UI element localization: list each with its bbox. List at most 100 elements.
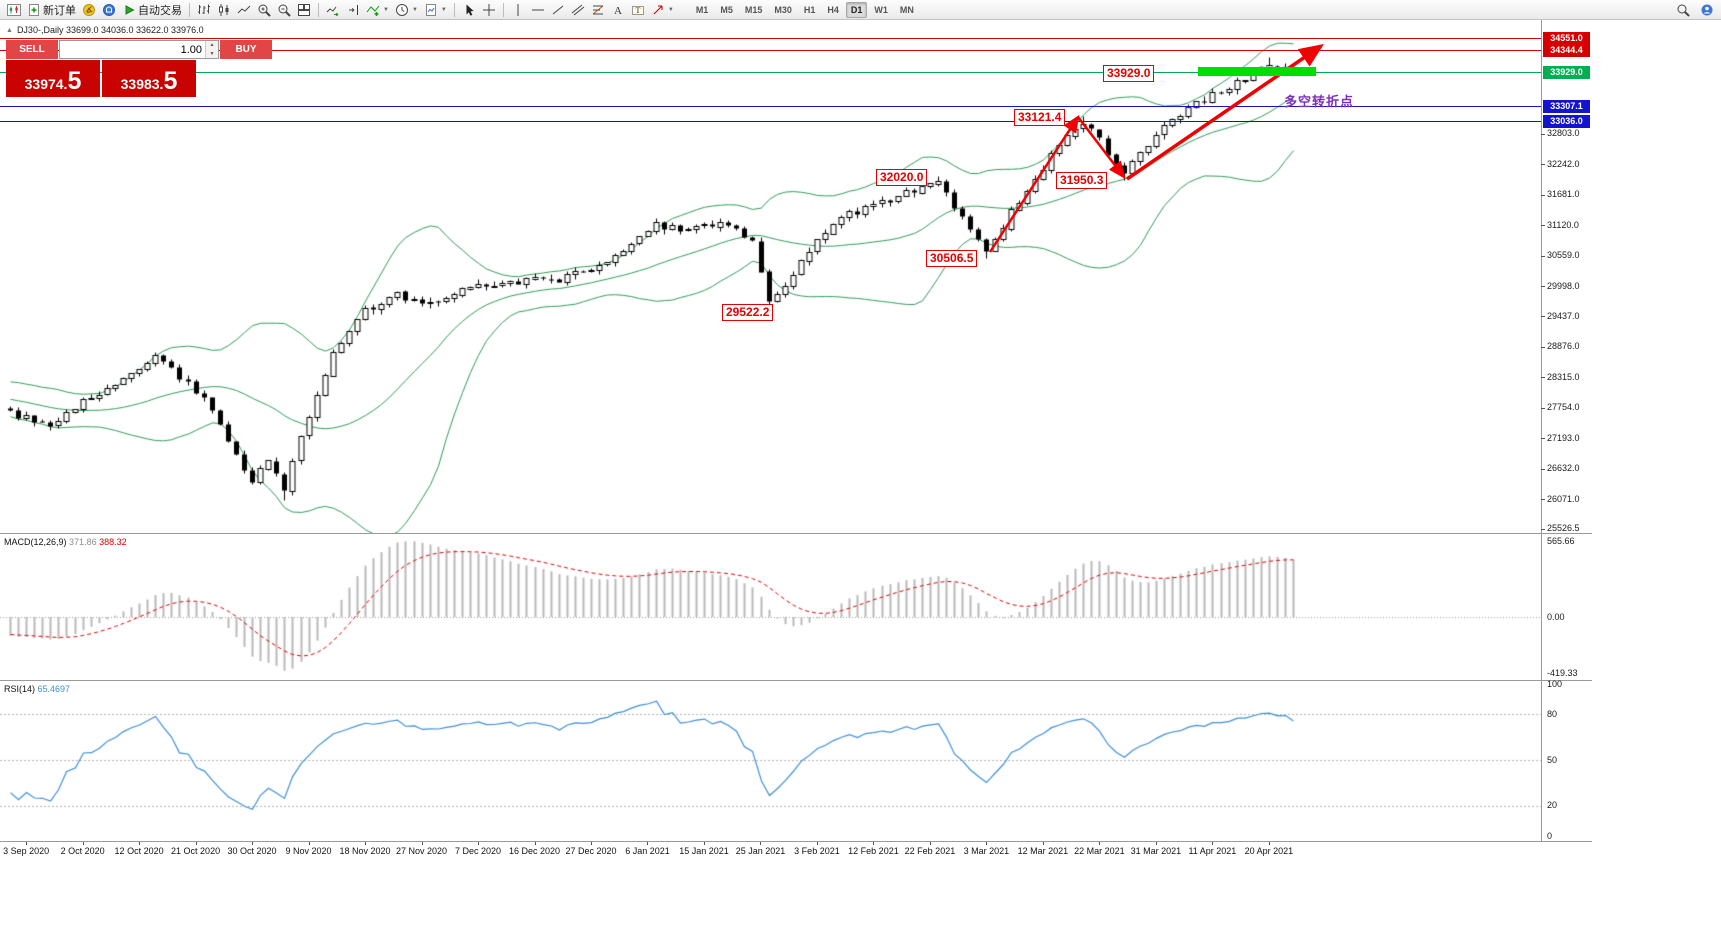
highlight-bar[interactable] [1198,67,1316,76]
price-tick-mark [1541,133,1545,135]
periods-icon [395,3,408,16]
time-tick-mark [26,842,28,845]
rsi-tick: 80 [1547,708,1558,719]
indicators-button[interactable]: ▼ [363,1,392,19]
line-chart-button[interactable] [234,1,254,19]
cursor-button[interactable] [459,1,479,19]
macd-panel-canvas[interactable] [0,534,1541,680]
price-tick: 32242.0 [1547,158,1580,169]
candlestick-chart-icon [219,3,229,16]
horizontal-line-34551.0[interactable] [0,38,1541,40]
price-tick: 25526.5 [1547,523,1580,534]
search-button[interactable] [1673,1,1693,19]
volume-decrease-button[interactable]: ▼ [209,50,215,57]
text-button[interactable]: A [608,1,628,19]
price-annotation-33929.0[interactable]: 33929.0 [1103,65,1155,82]
trendline-button[interactable] [548,1,568,19]
sell-price-button[interactable]: 33974. 5 [6,60,100,97]
periods-button[interactable]: ▼ [392,1,421,19]
price-tick-mark [1541,407,1545,409]
crosshair-icon [482,3,495,16]
sell-button[interactable]: SELL [6,40,58,59]
timeframe-button-M1[interactable]: M1 [695,4,709,15]
price-tick-mark [1541,438,1545,440]
auto-trading-button[interactable]: 自动交易 [119,1,185,19]
new-order-button[interactable]: 新订单 [24,1,79,19]
price-badge-34344.4: 34344.4 [1543,43,1590,57]
time-tick-mark [929,842,931,845]
candlestick-chart-button[interactable] [214,1,234,19]
rsi-panel-splitter[interactable] [0,680,1592,681]
buy-button[interactable]: BUY [220,40,272,59]
timeframe-button-M30[interactable]: M30 [774,4,792,15]
time-tick-mark [1099,842,1101,845]
timeframe-button-H4[interactable]: H4 [827,4,839,15]
auto-scroll-button[interactable] [323,1,343,19]
arrows-button[interactable]: ▼ [648,1,677,19]
toolbar-right-group [1673,1,1717,19]
rsi-tick: 50 [1547,754,1558,765]
account-button[interactable] [1697,1,1717,19]
price-tick-mark [1541,499,1545,501]
volume-increase-button[interactable]: ▲ [209,42,215,49]
price-annotation-30506.5[interactable]: 30506.5 [926,250,978,267]
horizontal-line-button[interactable] [528,1,548,19]
text-label-button[interactable]: T [628,1,648,19]
time-tick: 3 Sep 2020 [3,846,50,856]
timeframe-button-MN[interactable]: MN [899,4,914,15]
time-tick: 3 Mar 2021 [963,846,1010,856]
time-tick-mark [1268,842,1270,845]
time-tick: 3 Feb 2021 [794,846,840,856]
cursor-icon [466,4,474,16]
timeframe-button-D1[interactable]: D1 [845,1,868,18]
time-tick-mark [873,842,875,845]
new-chart-button[interactable] [4,1,24,19]
time-tick: 6 Jan 2021 [625,846,670,856]
metaeditor-button[interactable] [79,1,99,19]
templates-button[interactable]: ▼ [421,1,450,19]
timeframe-button-M15[interactable]: M15 [744,4,763,15]
timeframe-button-W1[interactable]: W1 [874,4,888,15]
vertical-line-button[interactable] [508,1,528,19]
text-icon: A [614,5,622,17]
zoom-in-button[interactable] [254,1,274,19]
tile-windows-button[interactable] [294,1,314,19]
new-chart-icon [7,3,21,16]
time-scale[interactable]: 3 Sep 2020 2 Oct 2020 12 Oct 2020 21 Oct 20… [0,841,1592,863]
rsi-panel-canvas[interactable] [0,681,1541,840]
arrows-icon [653,5,663,14]
note-text[interactable]: 多空转折点 [1284,94,1355,109]
horizontal-line-33307.1[interactable] [0,105,1541,107]
market-button[interactable] [99,1,119,19]
price-annotation-33121.4[interactable]: 33121.4 [1014,109,1066,126]
macd-panel-splitter[interactable] [0,533,1592,534]
price-annotation-32020.0[interactable]: 32020.0 [876,169,928,186]
bar-chart-icon [198,4,210,14]
horizontal-line-33929.0[interactable] [0,72,1541,74]
price-tick: 28315.0 [1547,371,1580,382]
buy-price-button[interactable]: 33983. 5 [102,60,196,97]
time-tick-mark [365,842,367,845]
fibonacci-button[interactable] [588,1,608,19]
timeframe-button-M5[interactable]: M5 [720,4,733,15]
price-tick: 31681.0 [1547,189,1580,200]
svg-text:T: T [635,6,640,15]
trade-controls-row: SELL ▲ ▼ BUY [6,40,272,59]
rsi-indicator-label: RSI(14) 65.4697 [4,684,70,694]
channel-button[interactable] [568,1,588,19]
auto-scroll-icon [326,6,339,16]
bar-chart-button[interactable] [194,1,214,19]
crosshair-button[interactable] [479,1,499,19]
horizontal-line-34344.4[interactable] [0,49,1541,51]
price-tick: 29998.0 [1547,280,1580,291]
price-annotation-29522.2[interactable]: 29522.2 [722,304,774,321]
chart-shift-button[interactable] [343,1,363,19]
zoom-out-button[interactable] [274,1,294,19]
price-tick-mark [1541,377,1545,379]
rsi-tick: 100 [1547,678,1563,689]
timeframe-button-H1[interactable]: H1 [803,4,816,15]
volume-input[interactable] [60,41,205,58]
horizontal-line-33036.0[interactable] [0,120,1541,122]
price-annotation-31950.3[interactable]: 31950.3 [1056,172,1108,189]
macd-tick: 565.66 [1547,535,1575,546]
